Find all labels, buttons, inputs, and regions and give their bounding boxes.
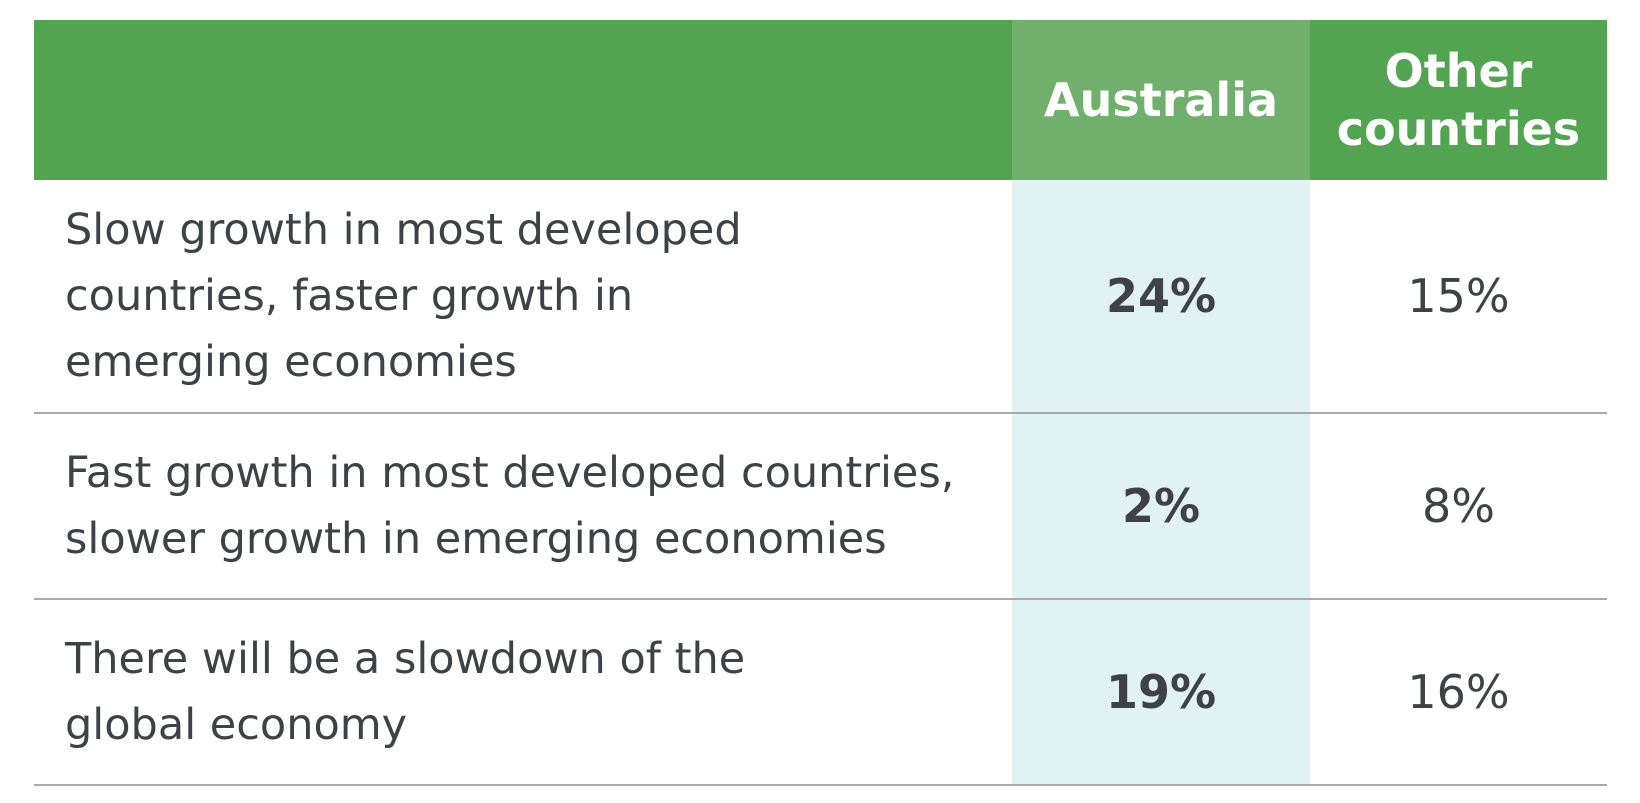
row-label-text: Slow growth in most developed countries, …	[65, 205, 742, 387]
table-row: Fast growth in most developed countries,…	[34, 414, 1607, 600]
table-header: Australia Other countries	[34, 20, 1607, 180]
australia-value-text: 19%	[1105, 665, 1217, 719]
other-countries-value: 16%	[1310, 600, 1607, 784]
australia-value: 2%	[1012, 414, 1310, 598]
table-row: Slow growth in most developed countries, …	[34, 180, 1607, 414]
row-label: There will be a slowdown of the global ec…	[34, 600, 1012, 784]
header-other-countries: Other countries	[1310, 20, 1607, 180]
australia-value: 24%	[1012, 180, 1310, 412]
other-countries-value: 15%	[1310, 180, 1607, 412]
other-countries-value: 8%	[1310, 414, 1607, 598]
australia-value-text: 2%	[1121, 479, 1201, 533]
australia-value: 19%	[1012, 600, 1310, 784]
australia-value-text: 24%	[1105, 269, 1217, 323]
row-label-text: There will be a slowdown of the global ec…	[65, 634, 746, 750]
header-other-countries-label: Other countries	[1336, 44, 1581, 156]
row-label-text: Fast growth in most developed countries,…	[65, 448, 955, 564]
header-australia-label: Australia	[1043, 73, 1279, 127]
other-countries-value-text: 16%	[1407, 665, 1510, 719]
other-countries-value-text: 15%	[1407, 269, 1510, 323]
other-countries-value-text: 8%	[1422, 479, 1495, 533]
table-row: There will be a slowdown of the global ec…	[34, 600, 1607, 786]
results-table: Australia Other countries Slow growth in …	[34, 20, 1607, 786]
row-label: Slow growth in most developed countries, …	[34, 180, 1012, 412]
row-label: Fast growth in most developed countries,…	[34, 414, 1012, 598]
header-australia: Australia	[1012, 20, 1310, 180]
header-label-cell	[34, 20, 1012, 180]
